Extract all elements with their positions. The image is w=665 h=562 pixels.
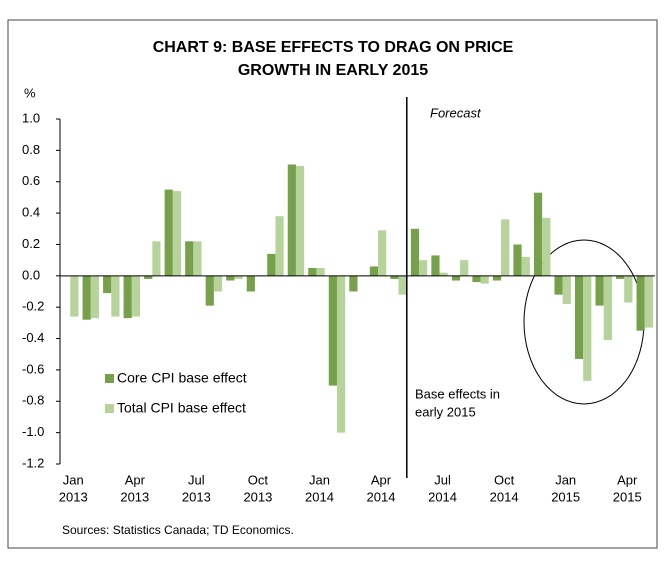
- bar: [316, 267, 325, 276]
- bar: [213, 275, 223, 292]
- bar: [492, 275, 502, 281]
- bar: [369, 266, 379, 276]
- bar: [616, 275, 625, 279]
- bar: [267, 253, 276, 276]
- bar: [562, 275, 571, 305]
- bar: [398, 275, 407, 295]
- legend-label: Total CPI base effect: [117, 400, 246, 416]
- bar: [501, 219, 510, 276]
- y-tick-label: 0.2: [22, 236, 40, 251]
- bar: [542, 217, 551, 276]
- bar: [131, 275, 141, 317]
- legend-swatch: [105, 374, 114, 383]
- y-tick-label: 0.8: [22, 142, 40, 157]
- annotation: early 2015: [415, 404, 476, 419]
- bar: [410, 228, 420, 276]
- bar: [554, 275, 563, 295]
- x-tick-label: 2014: [305, 489, 334, 504]
- x-tick-label: 2014: [490, 489, 519, 504]
- bar: [144, 275, 153, 279]
- bar: [185, 241, 194, 276]
- chart-title: CHART 9: BASE EFFECTS TO DRAG ON PRICE: [153, 39, 514, 56]
- bar: [103, 275, 112, 294]
- bar: [533, 192, 543, 276]
- bar: [595, 275, 604, 306]
- y-tick-label: 0.4: [22, 205, 40, 220]
- y-axis-label: %: [24, 85, 36, 100]
- bar: [246, 275, 255, 292]
- x-tick-label: 2013: [182, 489, 211, 504]
- y-tick-label: -1.2: [22, 455, 44, 470]
- x-tick-label: Apr: [125, 472, 146, 487]
- legend-label: Core CPI base effect: [117, 370, 247, 386]
- x-tick-label: 2013: [59, 489, 88, 504]
- y-tick-label: -0.2: [22, 299, 44, 314]
- bar: [336, 275, 346, 433]
- bar: [460, 260, 469, 276]
- y-tick-label: -0.8: [22, 393, 44, 408]
- bar: [308, 267, 317, 276]
- bar: [152, 241, 161, 276]
- bar: [583, 275, 592, 381]
- bar: [226, 275, 235, 281]
- x-tick-label: Jul: [188, 472, 205, 487]
- bar: [480, 275, 489, 284]
- bar: [521, 257, 530, 276]
- bar: [205, 275, 214, 306]
- x-tick-label: Jul: [434, 472, 451, 487]
- bar: [431, 255, 440, 276]
- bar: [419, 260, 428, 276]
- legend-swatch: [105, 404, 114, 413]
- x-tick-label: 2013: [120, 489, 149, 504]
- bar: [295, 166, 305, 276]
- annotation: Base effects in: [415, 386, 500, 401]
- bar: [123, 275, 132, 319]
- bar: [164, 189, 173, 276]
- bar: [193, 241, 202, 276]
- x-tick-label: Jan: [63, 472, 84, 487]
- bar: [172, 191, 182, 276]
- y-tick-label: 0.6: [22, 173, 40, 188]
- bar: [574, 275, 584, 359]
- x-tick-label: Oct: [494, 472, 515, 487]
- y-tick-label: -0.4: [22, 330, 44, 345]
- x-tick-label: Jan: [309, 472, 330, 487]
- x-tick-label: 2014: [367, 489, 396, 504]
- bar: [328, 275, 337, 386]
- bar: [275, 216, 284, 276]
- bar: [390, 275, 399, 279]
- bar: [90, 275, 99, 319]
- x-tick-label: 2014: [428, 489, 457, 504]
- source: Sources: Statistics Canada; TD Economics…: [62, 523, 294, 537]
- x-tick-label: Jan: [555, 472, 576, 487]
- bar: [439, 272, 448, 276]
- bar: [287, 164, 296, 276]
- x-tick-label: Oct: [248, 472, 269, 487]
- bar: [636, 275, 645, 331]
- bar: [349, 275, 358, 292]
- x-tick-label: Apr: [371, 472, 392, 487]
- bar: [451, 275, 461, 281]
- bar: [472, 275, 481, 283]
- bar: [644, 275, 653, 328]
- x-tick-label: 2015: [613, 489, 642, 504]
- bar: [513, 244, 522, 276]
- y-tick-label: -0.6: [22, 361, 44, 376]
- annotation: Forecast: [430, 105, 482, 120]
- x-tick-label: Apr: [617, 472, 638, 487]
- y-tick-label: 1.0: [22, 110, 40, 125]
- bar: [82, 275, 91, 320]
- bar: [111, 275, 120, 317]
- y-tick-label: -1.0: [22, 424, 44, 439]
- x-tick-label: 2015: [551, 489, 580, 504]
- bar: [234, 275, 243, 279]
- y-tick-label: 0.0: [22, 267, 40, 282]
- bar: [624, 275, 633, 303]
- x-tick-label: 2013: [243, 489, 272, 504]
- bar: [603, 275, 612, 341]
- bar: [378, 230, 387, 276]
- bar: [70, 275, 79, 317]
- chart-title: GROWTH IN EARLY 2015: [238, 62, 428, 79]
